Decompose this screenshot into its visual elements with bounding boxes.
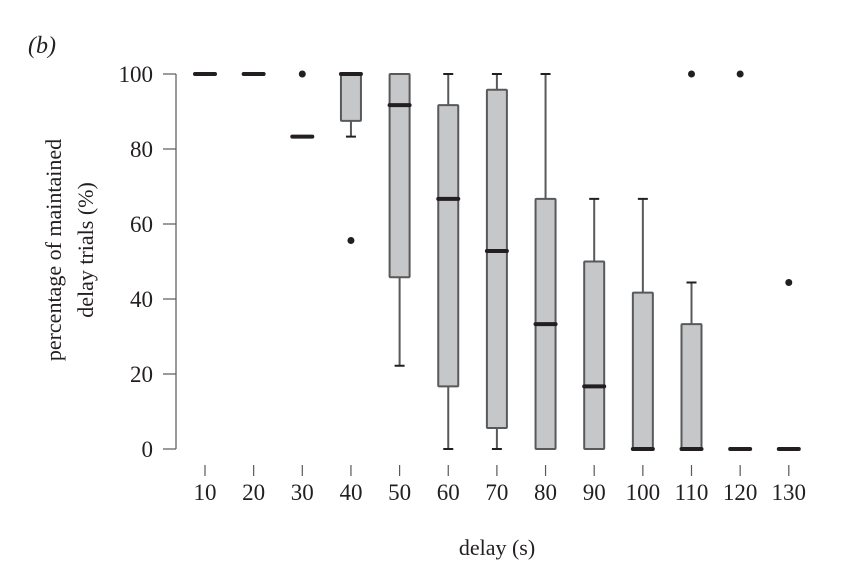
box-iqr <box>583 260 606 450</box>
box-group-100 <box>630 197 655 451</box>
y-tick-label: 60 <box>130 212 153 237</box>
box-group-40 <box>338 72 363 244</box>
x-tick-label: 100 <box>626 480 661 505</box>
outlier-point <box>785 279 793 286</box>
y-axis: 0 20 40 60 80 100 <box>119 62 177 462</box>
x-tick-label: 30 <box>291 480 314 505</box>
y-axis-label: percentage of maintained delay trials (%… <box>41 139 98 361</box>
box-iqr <box>680 323 703 450</box>
outlier-point <box>347 237 355 244</box>
box-group-80 <box>533 73 558 450</box>
x-tick-label: 90 <box>583 480 606 505</box>
box-iqr <box>631 291 654 450</box>
box-iqr <box>437 104 460 388</box>
box-iqr <box>485 88 508 429</box>
box-group-70 <box>484 73 509 450</box>
x-tick-label: 50 <box>388 480 411 505</box>
box-group-60 <box>436 73 461 450</box>
boxes <box>193 70 801 451</box>
box-group-130 <box>776 279 801 451</box>
x-tick-label: 10 <box>194 480 217 505</box>
y-tick-label: 100 <box>119 62 154 87</box>
y-tick-label: 20 <box>130 362 153 387</box>
outlier-point <box>298 70 306 78</box>
outlier-point <box>736 70 744 78</box>
box-group-110 <box>679 70 704 451</box>
x-tick-label: 70 <box>485 480 508 505</box>
y-tick-label: 40 <box>130 287 153 312</box>
y-tick-label: 0 <box>142 437 154 462</box>
box-group-50 <box>387 73 412 367</box>
x-tick-label: 130 <box>772 480 807 505</box>
box-iqr <box>339 73 362 122</box>
x-tick-label: 120 <box>723 480 758 505</box>
y-tick-label: 80 <box>130 137 153 162</box>
x-axis-label: delay (s) <box>459 535 535 560</box>
x-tick-label: 110 <box>675 480 709 505</box>
x-tick-label: 80 <box>534 480 557 505</box>
panel-label: (b) <box>28 33 56 59</box>
box-iqr <box>388 73 411 279</box>
box-group-90 <box>582 197 607 450</box>
box-group-120 <box>728 70 753 451</box>
outlier-point <box>688 70 695 78</box>
box-group-30 <box>290 70 315 139</box>
y-axis-label-line-2: delay trials (%) <box>73 182 98 318</box>
x-tick-label: 20 <box>242 480 265 505</box>
x-tick-label: 60 <box>437 480 460 505</box>
y-axis-label-line-1: percentage of maintained <box>41 139 66 361</box>
x-axis: 10 20 30 40 50 60 70 80 90 100 110 120 130 <box>194 465 807 505</box>
x-tick-label: 40 <box>339 480 362 505</box>
